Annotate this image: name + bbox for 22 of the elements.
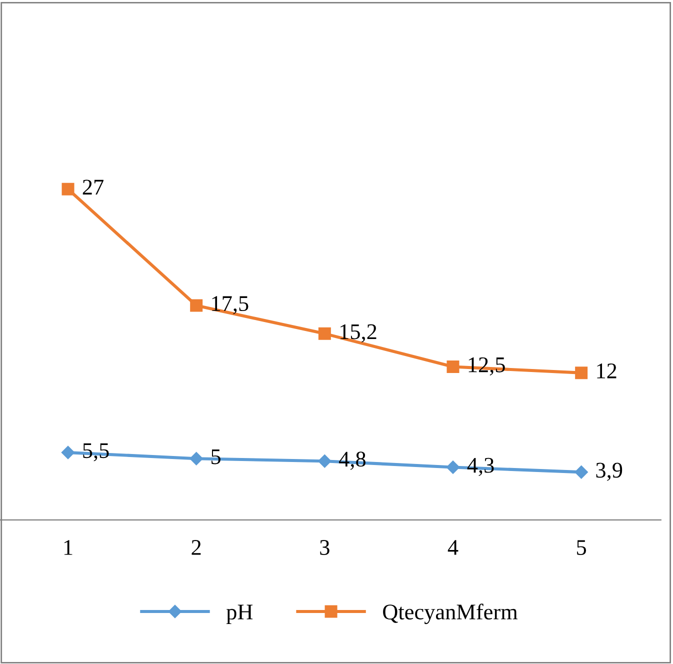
point bbox=[446, 460, 460, 474]
x-tick-label: 2 bbox=[192, 540, 201, 555]
point bbox=[190, 299, 203, 312]
data-label: 3,9 bbox=[596, 462, 622, 481]
point bbox=[446, 360, 460, 374]
data-label: 27 bbox=[82, 180, 104, 194]
point bbox=[318, 327, 331, 340]
point bbox=[62, 182, 74, 196]
x-tick-label: 1 bbox=[64, 540, 72, 555]
data-label: 15,2 bbox=[340, 324, 376, 342]
data-label: 12 bbox=[597, 364, 616, 378]
legend-label: QtecyanMferm bbox=[383, 604, 518, 624]
point bbox=[575, 366, 588, 380]
x-tick-label: 3 bbox=[320, 540, 330, 555]
x-tick-label: 5 bbox=[577, 540, 586, 555]
point bbox=[318, 454, 332, 468]
legend-label: pH bbox=[226, 604, 253, 624]
data-label: 17,5 bbox=[212, 296, 248, 314]
x-tick-label: 4 bbox=[448, 540, 458, 555]
point bbox=[574, 466, 588, 479]
point bbox=[61, 446, 75, 460]
point bbox=[190, 452, 203, 466]
